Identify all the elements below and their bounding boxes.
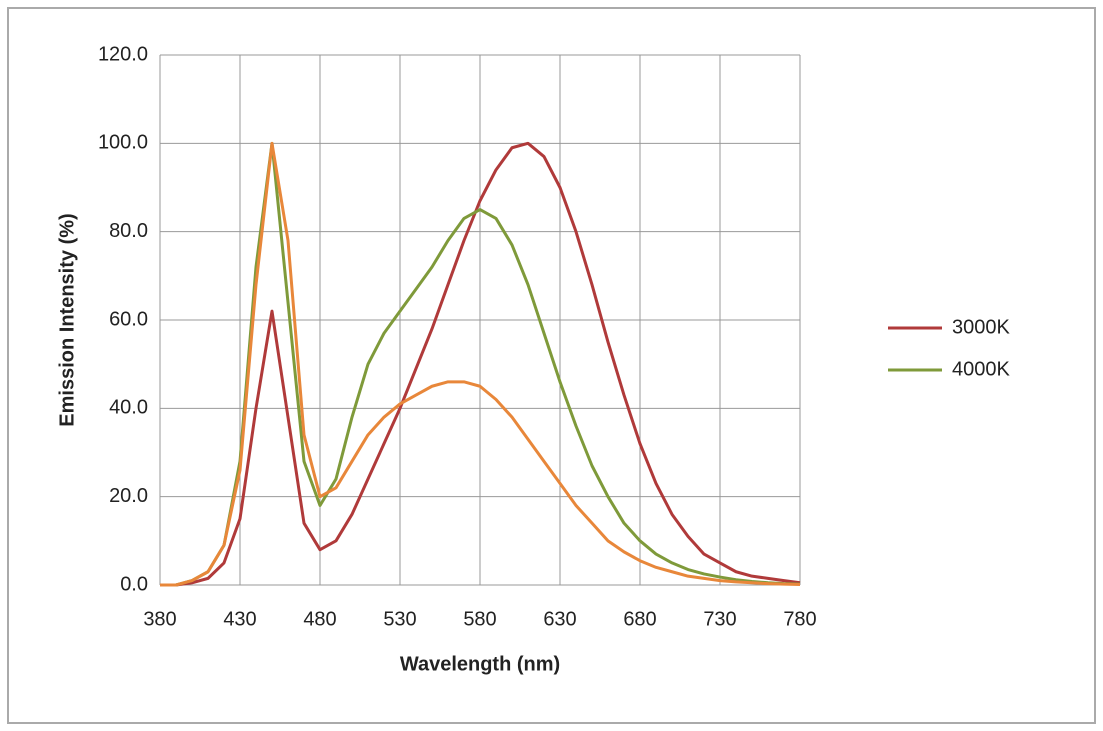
x-tick-label: 630 — [543, 608, 576, 630]
x-axis-title: Wavelength (nm) — [400, 653, 560, 675]
data-line — [160, 141, 801, 587]
legend-label: 4000K — [952, 358, 1010, 380]
x-tick-label: 480 — [303, 608, 336, 630]
x-tick-label: 380 — [143, 608, 176, 630]
y-axis-title: Emission Intensity (%) — [56, 213, 78, 426]
chart-frame — [7, 7, 1096, 724]
y-tick-label: 60.0 — [109, 308, 148, 330]
x-tick-label: 680 — [623, 608, 656, 630]
data-line — [160, 141, 801, 587]
y-tick-label: 80.0 — [109, 220, 148, 242]
x-tick-label: 580 — [463, 608, 496, 630]
x-tick-label: 530 — [383, 608, 416, 630]
y-tick-label: 20.0 — [109, 485, 148, 507]
y-tick-label: 100.0 — [98, 132, 148, 154]
x-tick-label: 780 — [783, 608, 816, 630]
y-tick-label: 40.0 — [109, 397, 148, 419]
x-tick-label: 730 — [703, 608, 736, 630]
y-tick-label: 0.0 — [120, 573, 148, 595]
x-tick-label: 430 — [223, 608, 256, 630]
y-tick-label: 120.0 — [98, 43, 148, 65]
legend-label: 3000K — [952, 316, 1010, 338]
